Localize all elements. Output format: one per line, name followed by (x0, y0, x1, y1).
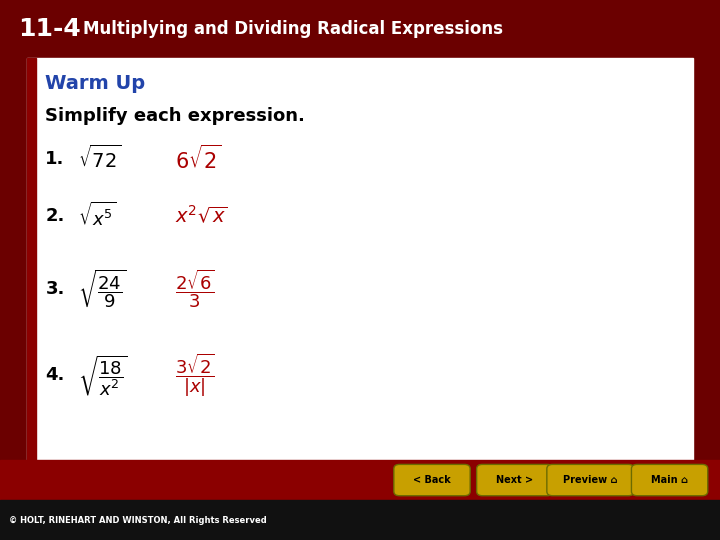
Text: $\dfrac{3\sqrt{2}}{|x|}$: $\dfrac{3\sqrt{2}}{|x|}$ (175, 352, 215, 399)
Text: $\sqrt{\dfrac{24}{9}}$: $\sqrt{\dfrac{24}{9}}$ (78, 268, 126, 310)
FancyBboxPatch shape (394, 464, 470, 496)
Bar (27, 58, 36, 460)
Text: $\sqrt{\dfrac{18}{x^2}}$: $\sqrt{\dfrac{18}{x^2}}$ (78, 353, 127, 397)
Text: $\dfrac{2\sqrt{6}}{3}$: $\dfrac{2\sqrt{6}}{3}$ (175, 267, 215, 310)
Text: Simplify each expression.: Simplify each expression. (45, 107, 305, 125)
Text: 11-4: 11-4 (18, 17, 81, 41)
Text: 3.: 3. (45, 280, 65, 298)
Text: $\sqrt{x^5}$: $\sqrt{x^5}$ (78, 202, 117, 230)
Bar (27, 58, 693, 460)
Text: © HOLT, RINEHART AND WINSTON, All Rights Reserved: © HOLT, RINEHART AND WINSTON, All Rights… (9, 516, 266, 524)
FancyBboxPatch shape (477, 464, 553, 496)
Text: Multiplying and Dividing Radical Expressions: Multiplying and Dividing Radical Express… (83, 20, 503, 38)
Text: 4.: 4. (45, 366, 65, 384)
Text: 1.: 1. (45, 150, 65, 168)
Text: $\sqrt{72}$: $\sqrt{72}$ (78, 145, 121, 172)
Text: $x^2\sqrt{x}$: $x^2\sqrt{x}$ (175, 205, 228, 227)
Text: Next >: Next > (496, 475, 534, 485)
Bar (0, 460, 720, 500)
Text: 2.: 2. (45, 207, 65, 225)
Text: < Back: < Back (413, 475, 451, 485)
Text: Preview ⌂: Preview ⌂ (563, 475, 618, 485)
Text: $6\sqrt{2}$: $6\sqrt{2}$ (175, 145, 221, 173)
Bar (0, 500, 720, 540)
FancyBboxPatch shape (631, 464, 708, 496)
FancyBboxPatch shape (547, 464, 634, 496)
Text: Warm Up: Warm Up (45, 74, 145, 93)
Text: Main ⌂: Main ⌂ (651, 475, 688, 485)
